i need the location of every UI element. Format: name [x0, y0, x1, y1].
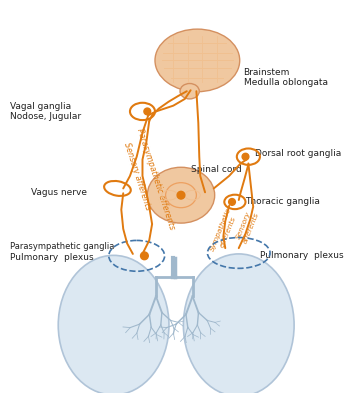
Ellipse shape	[147, 167, 215, 223]
Ellipse shape	[183, 254, 294, 396]
Text: Brainstem: Brainstem	[244, 68, 290, 78]
Text: Vagal ganglia: Vagal ganglia	[10, 102, 71, 111]
Text: Sensory afferents: Sensory afferents	[122, 141, 153, 211]
Text: Pulmonary  plexus: Pulmonary plexus	[260, 251, 343, 260]
Text: Dorsal root ganglia: Dorsal root ganglia	[255, 149, 341, 158]
Text: Parasympathetic efferents: Parasympathetic efferents	[135, 127, 177, 230]
Text: Spinal cord: Spinal cord	[190, 165, 241, 174]
Text: Parasympathetic ganglia: Parasympathetic ganglia	[10, 242, 114, 251]
Ellipse shape	[155, 29, 240, 92]
Ellipse shape	[180, 84, 199, 99]
Text: Medulla oblongata: Medulla oblongata	[244, 78, 328, 87]
Text: Nodose, Jugular: Nodose, Jugular	[10, 112, 81, 121]
Text: Sympathetic
efferents: Sympathetic efferents	[210, 207, 239, 255]
Circle shape	[242, 153, 249, 160]
Text: Thoracic ganglia: Thoracic ganglia	[246, 198, 320, 206]
Ellipse shape	[58, 255, 169, 395]
Circle shape	[140, 252, 148, 260]
Text: Sensory
afferents: Sensory afferents	[235, 209, 260, 245]
Circle shape	[177, 191, 185, 199]
Text: Pulmonary  plexus: Pulmonary plexus	[10, 253, 93, 262]
Text: Vagus nerve: Vagus nerve	[31, 188, 87, 197]
Circle shape	[229, 198, 235, 205]
Circle shape	[144, 108, 151, 115]
